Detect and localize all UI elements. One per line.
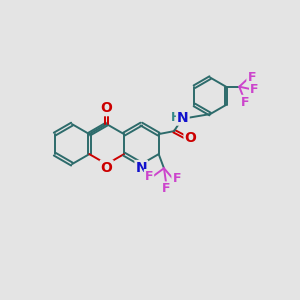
Text: O: O <box>184 131 196 145</box>
Text: H: H <box>171 111 181 124</box>
Text: F: F <box>162 182 171 195</box>
Text: O: O <box>101 161 112 175</box>
Text: N: N <box>177 111 189 124</box>
Text: F: F <box>241 96 249 109</box>
Text: F: F <box>145 170 153 183</box>
Text: O: O <box>101 101 112 115</box>
Text: F: F <box>172 172 181 185</box>
Text: N: N <box>136 161 147 175</box>
Text: F: F <box>248 71 256 84</box>
Text: F: F <box>250 82 259 95</box>
